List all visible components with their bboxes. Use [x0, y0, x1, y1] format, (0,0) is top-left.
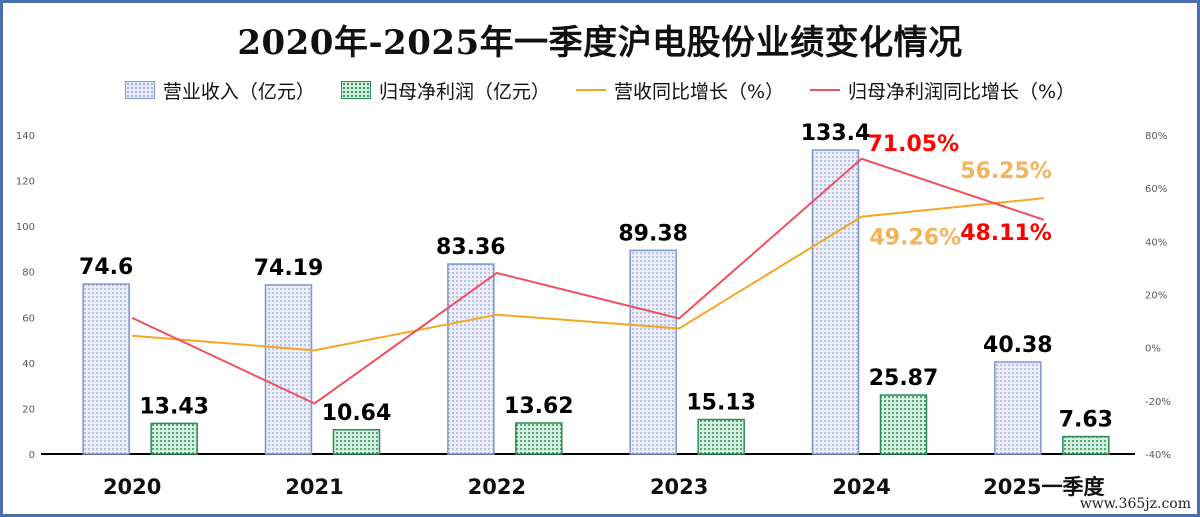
data-label-profit-growth: 48.11%	[960, 221, 1052, 246]
bar-net-profit	[515, 422, 563, 455]
data-label-revenue-growth: 49.26%	[870, 226, 962, 251]
data-label-net-profit: 13.62	[504, 394, 574, 419]
x-tick-label: 2021	[285, 475, 343, 499]
legend-item-revenue-growth: 营收同比增长（%）	[575, 77, 785, 104]
legend-label-revenue-growth: 营收同比增长（%）	[613, 80, 785, 103]
line-revenue-growth	[132, 197, 1044, 352]
x-tick-label: 2024	[832, 475, 890, 499]
data-label-revenue: 89.38	[618, 221, 688, 246]
data-label-net-profit: 10.64	[322, 401, 392, 426]
legend-item-profit-growth: 归母净利润同比增长（%）	[810, 77, 1075, 104]
bar-net-profit	[879, 394, 928, 455]
legend-item-net-profit: 归母净利润（亿元）	[340, 77, 550, 104]
bar-revenue	[811, 149, 860, 455]
y-left-tick-label: 40	[22, 359, 35, 370]
bar-revenue	[82, 283, 130, 455]
legend-label-net-profit: 归母净利润（亿元）	[378, 80, 550, 103]
x-tick-label: 2025一季度	[983, 475, 1104, 499]
bar-net-profit	[332, 429, 381, 455]
y-left-tick-label: 80	[22, 268, 35, 279]
y-right-tick-label: -20%	[1145, 397, 1171, 408]
legend-swatch-profit-growth	[810, 89, 841, 91]
x-tick-label: 2020	[103, 475, 161, 499]
bar-revenue	[447, 263, 495, 455]
data-label-revenue: 133.4	[801, 121, 871, 146]
x-tick-label: 2022	[468, 475, 526, 499]
data-label-revenue: 74.19	[254, 256, 324, 281]
legend-swatch-revenue	[124, 81, 155, 99]
bar-net-profit	[1062, 435, 1110, 455]
legend-swatch-revenue-growth	[575, 89, 606, 91]
legend-label-revenue: 营业收入（亿元）	[162, 80, 315, 103]
chart-legend: 营业收入（亿元） 归母净利润（亿元） 营收同比增长（%） 归母净利润同比增长（%…	[3, 75, 1197, 105]
y-right-tick-label: -40%	[1145, 450, 1171, 461]
y-right-tick-label: 60%	[1145, 184, 1167, 195]
chart-plot: 0 20 40 60 80 100 120 140 -40% -20% 0% 20% 40% 60% 80%…	[16, 121, 1171, 499]
y-right-tick-label: 80%	[1145, 131, 1167, 142]
bar-revenue	[264, 284, 313, 455]
y-left-tick-label: 120	[16, 177, 35, 188]
data-label-revenue: 83.36	[436, 235, 506, 260]
y-left-tick-label: 0	[29, 450, 35, 461]
data-label-revenue: 40.38	[983, 333, 1053, 358]
x-tick-label: 2023	[650, 475, 708, 499]
bar-net-profit	[150, 422, 198, 455]
y-right-tick-label: 20%	[1145, 291, 1167, 302]
y-left-tick-label: 20	[22, 404, 35, 415]
legend-item-revenue: 营业收入（亿元）	[124, 77, 315, 104]
bar-revenue	[629, 249, 677, 455]
data-label-profit-growth: 71.05%	[868, 132, 960, 157]
data-label-revenue: 74.6	[79, 255, 133, 280]
watermark: www.365jz.com	[1079, 496, 1191, 512]
data-label-net-profit: 25.87	[869, 366, 939, 391]
legend-label-profit-growth: 归母净利润同比增长（%）	[848, 80, 1076, 103]
chart-title: 2020年-2025年一季度沪电股份业绩变化情况	[237, 23, 963, 63]
data-label-revenue-growth: 56.25%	[960, 159, 1052, 184]
line-profit-growth	[131, 157, 1045, 405]
y-left-tick-label: 60	[22, 313, 35, 324]
data-label-net-profit: 13.43	[139, 394, 209, 419]
y-right-tick-label: 40%	[1145, 237, 1167, 248]
y-right-tick-label: 0%	[1145, 344, 1161, 355]
bar-revenue	[994, 361, 1042, 455]
data-label-net-profit: 15.13	[686, 391, 756, 416]
bar-net-profit	[697, 418, 745, 455]
y-left-tick-label: 100	[16, 222, 35, 233]
legend-swatch-net-profit	[340, 81, 371, 99]
y-left-tick-label: 140	[16, 131, 35, 142]
data-label-net-profit: 7.63	[1059, 408, 1113, 433]
